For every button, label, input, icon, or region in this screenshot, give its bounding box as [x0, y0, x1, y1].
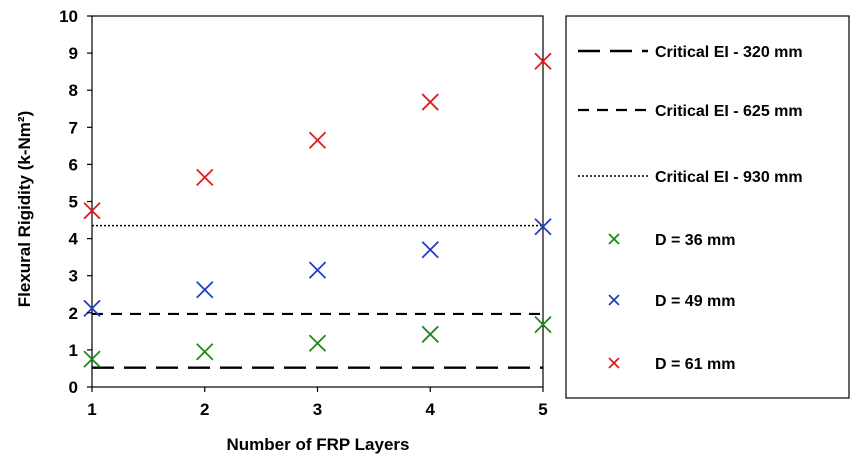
- x-tick-label: 1: [87, 400, 96, 419]
- series-1: [83, 316, 552, 368]
- data-point: [196, 281, 214, 299]
- y-tick-label: 2: [69, 304, 78, 323]
- legend-swatch: [608, 233, 620, 245]
- y-tick-label: 9: [69, 44, 78, 63]
- y-axis-title: Flexural Rigidity (k-Nm²): [15, 111, 34, 307]
- data-point: [308, 261, 327, 279]
- y-tick-label: 6: [69, 155, 78, 174]
- x-axis-ticks: 1 2 3 4 5: [87, 387, 548, 419]
- y-tick-label: 7: [69, 118, 78, 137]
- legend-label: D = 61 mm: [655, 356, 735, 373]
- y-tick-label: 4: [69, 230, 79, 249]
- legend-swatch: [608, 357, 620, 369]
- y-tick-label: 1: [69, 341, 78, 360]
- legend-label: D = 36 mm: [655, 232, 735, 249]
- data-point: [421, 325, 439, 343]
- legend-label: Critical EI - 320 mm: [655, 44, 803, 61]
- legend-swatch: [608, 294, 620, 306]
- data-point: [534, 52, 552, 70]
- legend-box: [565, 15, 850, 399]
- y-tick-label: 5: [69, 193, 78, 212]
- x-tick-label: 5: [538, 400, 547, 419]
- legend-label: D = 49 mm: [655, 293, 735, 310]
- y-tick-label: 0: [69, 378, 78, 397]
- data-point: [534, 316, 552, 334]
- x-tick-label: 2: [200, 400, 209, 419]
- x-tick-label: 3: [313, 400, 322, 419]
- y-tick-label: 8: [69, 81, 78, 100]
- plot-area: [83, 15, 552, 388]
- data-point: [83, 350, 101, 368]
- y-tick-label: 10: [59, 7, 78, 26]
- plot-frame: [91, 15, 544, 388]
- y-axis-ticks: 0 1 2 3 4 5 6 7 8 9 10: [59, 7, 92, 397]
- series-3: [83, 52, 552, 220]
- x-axis-title: Number of FRP Layers: [227, 435, 410, 454]
- legend: Critical EI - 320 mm Critical EI - 625 mm…: [565, 15, 850, 399]
- series-2: [83, 218, 552, 317]
- data-point: [308, 131, 327, 149]
- data-point: [534, 218, 552, 236]
- data-point: [421, 241, 439, 259]
- data-point: [308, 334, 327, 352]
- legend-label: Critical EI - 930 mm: [655, 169, 803, 186]
- data-point: [83, 202, 101, 220]
- data-point: [421, 93, 439, 111]
- x-tick-label: 4: [426, 400, 436, 419]
- data-point: [196, 168, 214, 187]
- legend-label: Critical EI - 625 mm: [655, 103, 803, 120]
- y-tick-label: 3: [69, 267, 78, 286]
- data-point: [196, 343, 214, 361]
- data-point: [83, 299, 101, 317]
